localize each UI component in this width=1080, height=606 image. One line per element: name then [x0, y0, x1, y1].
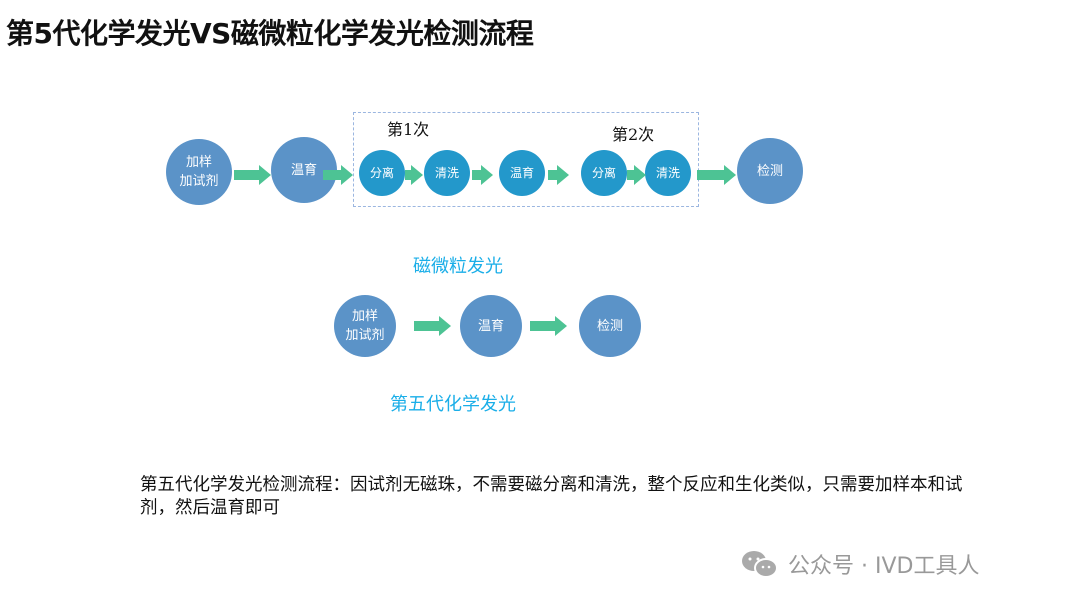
- step-circle: 温育: [499, 150, 545, 196]
- step-label: 温育: [290, 162, 317, 178]
- step-circle: 加样 加试剂: [166, 139, 232, 205]
- arrow-icon: [530, 316, 567, 336]
- step-circle: 温育: [460, 295, 522, 357]
- step-label: 检测: [596, 318, 623, 334]
- watermark: 公众号 · IVD工具人: [740, 548, 979, 580]
- description-text: 第五代化学发光检测流程：因试剂无磁珠，不需要磁分离和清洗，整个反应和生化类似，只…: [140, 475, 963, 518]
- step-label: 温育: [509, 165, 534, 180]
- step-circle: 清洗: [645, 150, 691, 196]
- arrow-icon: [548, 165, 569, 185]
- round-1-label: 第1次: [387, 120, 430, 139]
- arrow-icon: [472, 165, 493, 185]
- step-circle: 分离: [359, 150, 405, 196]
- step-circle: 清洗: [424, 150, 470, 196]
- page-title: 第5代化学发光VS磁微粒化学发光检测流程: [6, 17, 534, 50]
- magnetic-label: 磁微粒发光: [413, 256, 503, 277]
- step-circle: 检测: [579, 295, 641, 357]
- step-label: 清洗: [434, 165, 459, 180]
- step-circle: 检测: [737, 138, 803, 204]
- arrow-icon: [414, 316, 451, 336]
- arrow-icon: [405, 165, 423, 185]
- arrow-icon: [627, 165, 646, 185]
- step-label: 温育: [477, 318, 504, 334]
- step-label: 清洗: [655, 165, 680, 180]
- arrow-icon: [234, 165, 271, 185]
- arrow-icon: [323, 165, 353, 185]
- step-label: 加样 加试剂: [345, 309, 385, 343]
- fifth-gen-label: 第五代化学发光: [390, 394, 516, 415]
- step-label: 检测: [756, 163, 783, 179]
- wechat-icon: [742, 551, 778, 578]
- step-label: 分离: [369, 165, 394, 180]
- repeat-group-box: [353, 112, 699, 207]
- step-circle: 分离: [581, 150, 627, 196]
- arrow-icon: [697, 165, 736, 185]
- step-label: 分离: [591, 165, 616, 180]
- round-2-label: 第2次: [612, 125, 655, 144]
- step-label: 加样 加试剂: [179, 155, 219, 189]
- step-circle: 加样 加试剂: [334, 295, 396, 357]
- watermark-text: 公众号 · IVD工具人: [788, 554, 980, 579]
